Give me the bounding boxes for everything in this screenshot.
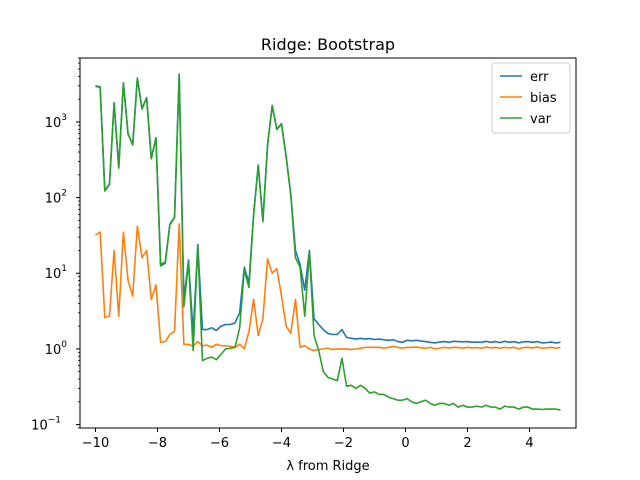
x-tick-label: 4 xyxy=(525,436,533,451)
plot-frame xyxy=(79,57,577,429)
legend: err bias var xyxy=(491,62,571,134)
y-tick-label: 101 xyxy=(45,264,67,282)
legend-label-err: err xyxy=(530,70,549,85)
series-line-var xyxy=(95,73,561,411)
legend-label-bias: bias xyxy=(530,91,557,106)
x-axis: −10 −8 −6 −4 −2 0 2 4 xyxy=(82,428,534,451)
x-tick-label: −4 xyxy=(272,436,291,451)
x-tick-label: 2 xyxy=(463,436,471,451)
y-tick-label: 10−1 xyxy=(31,416,61,434)
x-tick-label: 0 xyxy=(401,436,409,451)
y-tick-label: 102 xyxy=(45,189,67,207)
series-line-err xyxy=(95,73,561,344)
y-tick-label: 100 xyxy=(45,340,68,358)
y-axis: 10−1 100 101 102 103 xyxy=(31,57,80,434)
legend-label-var: var xyxy=(530,112,552,127)
x-tick-label: −6 xyxy=(210,436,229,451)
x-tick-label: −2 xyxy=(334,436,353,451)
y-tick-label: 103 xyxy=(45,113,67,131)
chart-title: Ridge: Bootstrap xyxy=(261,35,395,54)
legend-box xyxy=(491,62,571,134)
x-tick-label: −8 xyxy=(148,436,167,451)
plot-area xyxy=(95,73,561,411)
x-tick-label: −10 xyxy=(82,436,109,451)
x-axis-label: λ from Ridge xyxy=(286,459,369,474)
series-line-bias xyxy=(95,223,561,352)
